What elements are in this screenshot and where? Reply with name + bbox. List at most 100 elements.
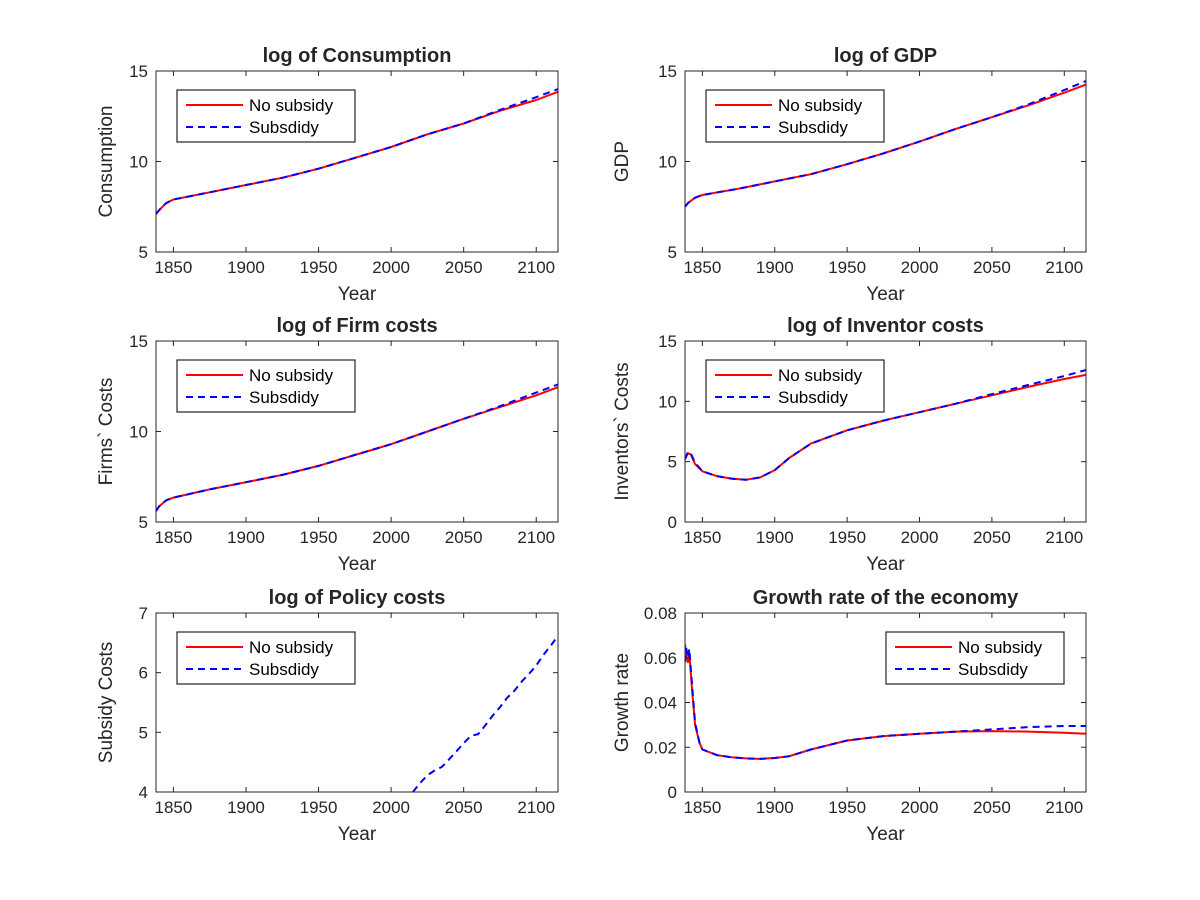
legend-label: Subsdidy — [249, 388, 319, 407]
y-axis-label: Subsidy Costs — [96, 642, 117, 763]
x-tick-label: 2100 — [517, 528, 555, 547]
y-tick-label: 0.02 — [644, 738, 677, 757]
series-line-subsidy — [156, 88, 558, 215]
y-tick-label: 0 — [668, 783, 677, 802]
series-line-subsidy — [412, 635, 558, 792]
y-tick-label: 15 — [658, 62, 677, 81]
y-tick-label: 5 — [139, 243, 148, 262]
legend-label: No subsidy — [778, 96, 863, 115]
legend-box — [885, 631, 1065, 685]
legend-label: No subsidy — [958, 638, 1043, 657]
legend: No subsidy Subsdidy — [176, 359, 356, 413]
y-tick-label: 0.06 — [644, 649, 677, 668]
x-tick-label: 1900 — [227, 528, 265, 547]
x-tick-label: 2050 — [445, 258, 483, 277]
subplot-title: log of Inventor costs — [787, 315, 984, 337]
y-tick-label: 15 — [129, 62, 148, 81]
x-tick-label: 1850 — [155, 258, 193, 277]
subplot-4: 1850 1900 1950 2000 2050 2100 0 5 10 15 log of Inv… — [612, 315, 1087, 575]
x-axis-label: Year — [866, 284, 905, 305]
y-tick-label: 0.08 — [644, 604, 677, 623]
x-tick-label: 1950 — [300, 528, 338, 547]
subplot-3: 1850 1900 1950 2000 2050 2100 5 10 15 log of Firm… — [96, 315, 559, 575]
x-tick-label: 2000 — [372, 258, 410, 277]
y-tick-label: 15 — [658, 332, 677, 351]
subplot-1: 1850 1900 1950 2000 2050 2100 5 10 15 log of Cons… — [96, 45, 559, 305]
y-axis-label: Consumption — [96, 106, 117, 218]
series-line-subsidy — [685, 80, 1086, 208]
legend-label: No subsidy — [249, 366, 334, 385]
x-tick-label: 1900 — [756, 798, 794, 817]
subplot-5: 1850 1900 1950 2000 2050 2100 4 5 6 7 log of Polic… — [96, 587, 559, 845]
x-tick-label: 1950 — [300, 798, 338, 817]
axes-frame — [155, 612, 559, 793]
legend: No subsidy Subsdidy — [176, 89, 356, 143]
x-tick-label: 2100 — [1045, 258, 1083, 277]
y-tick-label: 5 — [139, 723, 148, 742]
x-axis-label: Year — [338, 824, 377, 845]
x-tick-label: 1850 — [155, 528, 193, 547]
x-tick-label: 2100 — [517, 798, 555, 817]
x-axis-label: Year — [866, 824, 905, 845]
y-axis-label: Firms` Costs — [96, 378, 117, 486]
legend-label: Subsdidy — [958, 660, 1028, 679]
y-tick-label: 10 — [129, 423, 148, 442]
y-tick-label: 0 — [668, 513, 677, 532]
x-tick-label: 1900 — [227, 798, 265, 817]
subplot-title: log of Policy costs — [269, 587, 446, 609]
x-tick-label: 2050 — [445, 528, 483, 547]
legend-label: Subsdidy — [778, 118, 848, 137]
legend-box — [705, 89, 885, 143]
subplot-6: 1850 1900 1950 2000 2050 2100 0 0.02 0.04 0.06 0.0… — [612, 587, 1087, 845]
y-tick-label: 0.04 — [644, 694, 677, 713]
x-tick-label: 2050 — [973, 528, 1011, 547]
x-tick-label: 1950 — [828, 258, 866, 277]
x-axis-label: Year — [866, 554, 905, 575]
y-tick-label: 4 — [139, 783, 148, 802]
legend-box — [176, 359, 356, 413]
x-tick-label: 1850 — [155, 798, 193, 817]
x-axis-label: Year — [338, 554, 377, 575]
y-tick-label: 7 — [139, 604, 148, 623]
subplot-title: log of GDP — [834, 45, 937, 67]
x-tick-label: 2100 — [1045, 528, 1083, 547]
legend-label: No subsidy — [249, 638, 334, 657]
y-tick-label: 10 — [129, 153, 148, 172]
y-tick-label: 10 — [658, 392, 677, 411]
y-axis-label: GDP — [612, 141, 633, 182]
x-tick-label: 1850 — [683, 528, 721, 547]
x-tick-label: 2050 — [973, 798, 1011, 817]
x-tick-label: 2000 — [901, 258, 939, 277]
subplot-title: log of Consumption — [263, 45, 452, 67]
y-tick-label: 5 — [668, 453, 677, 472]
x-tick-label: 1900 — [756, 258, 794, 277]
legend: No subsidy Subsdidy — [705, 359, 885, 413]
legend-box — [176, 89, 356, 143]
legend: No subsidy Subsdidy — [705, 89, 885, 143]
x-tick-label: 1950 — [828, 528, 866, 547]
y-axis-label: Inventors` Costs — [612, 362, 633, 500]
series-line-subsidy — [685, 647, 1086, 760]
legend-label: Subsdidy — [249, 118, 319, 137]
legend: No subsidy Subsdidy — [885, 631, 1065, 685]
x-tick-label: 2100 — [1045, 798, 1083, 817]
y-axis-label: Growth rate — [612, 653, 633, 752]
x-tick-label: 2100 — [517, 258, 555, 277]
legend-label: No subsidy — [778, 366, 863, 385]
legend-label: No subsidy — [249, 96, 334, 115]
subplot-title: log of Firm costs — [276, 315, 437, 337]
legend-box — [705, 359, 885, 413]
y-tick-label: 5 — [139, 513, 148, 532]
y-tick-label: 15 — [129, 332, 148, 351]
x-tick-label: 1900 — [227, 258, 265, 277]
x-axis-label: Year — [338, 284, 377, 305]
legend-box — [176, 631, 356, 685]
x-tick-label: 1900 — [756, 528, 794, 547]
x-tick-label: 1850 — [683, 258, 721, 277]
x-tick-label: 2000 — [901, 528, 939, 547]
y-tick-label: 10 — [658, 153, 677, 172]
x-tick-label: 1850 — [683, 798, 721, 817]
x-tick-label: 2000 — [372, 528, 410, 547]
x-tick-label: 2050 — [445, 798, 483, 817]
